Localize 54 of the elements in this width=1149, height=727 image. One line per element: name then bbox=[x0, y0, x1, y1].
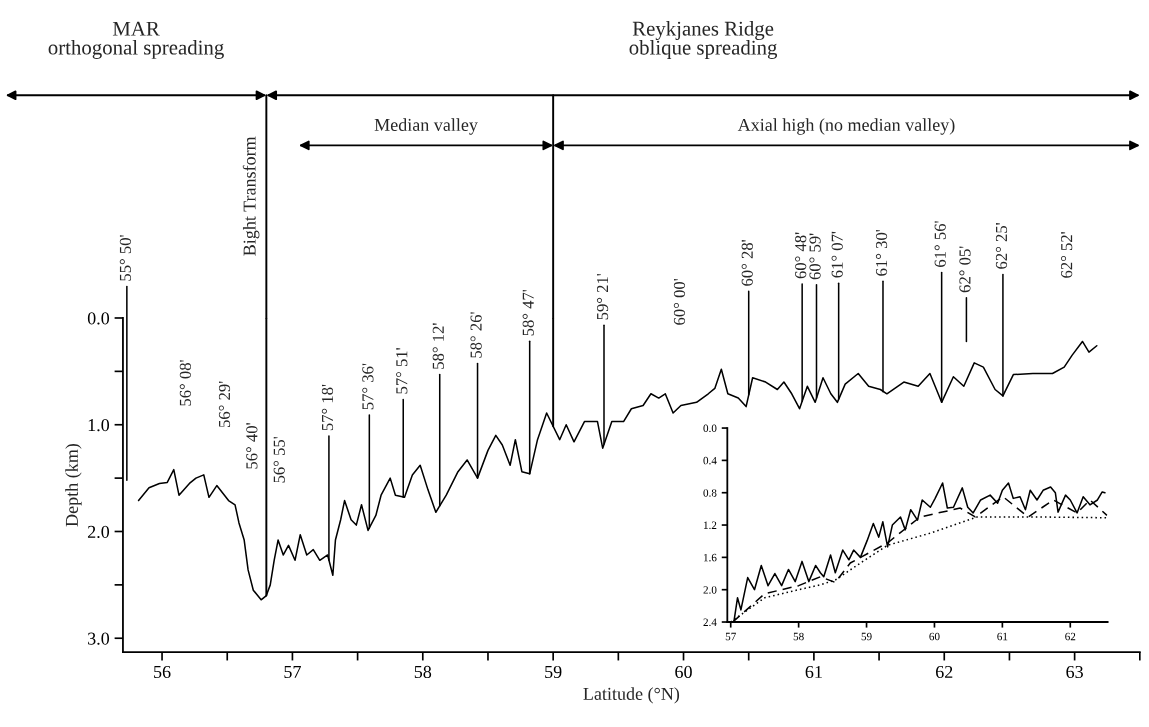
annotation: 61° 30' bbox=[875, 229, 888, 276]
text: 62° 05' bbox=[959, 246, 971, 293]
annotation: 56° 29' bbox=[218, 381, 231, 427]
annotation: 59° 21' bbox=[596, 273, 609, 320]
y-tick-label: 0.4 bbox=[703, 456, 717, 465]
text: Median valley bbox=[374, 118, 478, 135]
x-tick-label: 57 bbox=[284, 666, 301, 679]
y-axis-title: Depth (km) bbox=[65, 443, 82, 527]
x-tick-label: 62 bbox=[1065, 632, 1076, 641]
text: 55° 50' bbox=[119, 235, 132, 281]
y-tick-label: 2.4 bbox=[703, 618, 717, 627]
y-tick-label: 1.6 bbox=[703, 553, 717, 562]
x-tick-label: 56 bbox=[154, 665, 171, 679]
x-tick-label: 59 bbox=[861, 632, 872, 641]
annotation: 60° 59' bbox=[809, 233, 821, 280]
annotation: 57° 51' bbox=[396, 348, 408, 394]
x-tick-label: 61 bbox=[805, 665, 822, 679]
x-axis-title: Latitude (°N) bbox=[583, 687, 680, 704]
x-tick-label: 63 bbox=[1066, 665, 1083, 679]
y-tick-label: 0.8 bbox=[703, 489, 717, 497]
y-tick-label: 3.0 bbox=[88, 632, 110, 645]
annotation: 62° 25' bbox=[995, 223, 1008, 269]
annotation: 57° 36' bbox=[362, 363, 374, 410]
ref-line-label: Bight Transform bbox=[242, 136, 260, 256]
annotation: 56° 08' bbox=[179, 360, 191, 406]
annotation: 60° 28' bbox=[741, 240, 753, 286]
text: MAR orthogonal spreading bbox=[48, 21, 224, 59]
annotation: 58° 26' bbox=[470, 312, 482, 358]
y-tick-label: 0.0 bbox=[87, 312, 110, 325]
annotation: 56° 55' bbox=[273, 436, 285, 483]
y-tick-label: 2.0 bbox=[703, 586, 717, 594]
x-tick-label: 61 bbox=[997, 632, 1008, 641]
text: Reykjanes Ridge oblique spreading bbox=[629, 21, 778, 59]
x-tick-label: 59 bbox=[545, 665, 562, 679]
y-tick-label: 1.0 bbox=[88, 419, 110, 432]
annotation: 61° 56' bbox=[934, 221, 946, 267]
y-tick-label: 0.0 bbox=[703, 424, 717, 433]
annotation: 57° 18' bbox=[321, 384, 334, 431]
y-tick-label: 2.0 bbox=[87, 525, 110, 539]
x-tick-label: 60 bbox=[929, 632, 940, 641]
annotation: 58° 47' bbox=[522, 289, 534, 336]
x-tick-label: 57 bbox=[725, 632, 736, 641]
x-tick-label: 62 bbox=[936, 665, 953, 679]
annotation: 60° 00' bbox=[673, 279, 686, 325]
y-tick-label: 1.2 bbox=[703, 521, 717, 530]
x-tick-label: 58 bbox=[793, 632, 804, 641]
annotation: 56° 40' bbox=[246, 423, 258, 469]
x-tick-label: 60 bbox=[675, 665, 692, 679]
x-tick-label: 58 bbox=[414, 665, 432, 679]
annotation: 60° 48' bbox=[795, 232, 807, 279]
annotation: 61° 07' bbox=[831, 231, 843, 278]
annotation: 58° 12' bbox=[432, 323, 444, 369]
text: 62° 52' bbox=[1061, 232, 1073, 278]
text: Axial high (no median valley) bbox=[737, 118, 955, 135]
